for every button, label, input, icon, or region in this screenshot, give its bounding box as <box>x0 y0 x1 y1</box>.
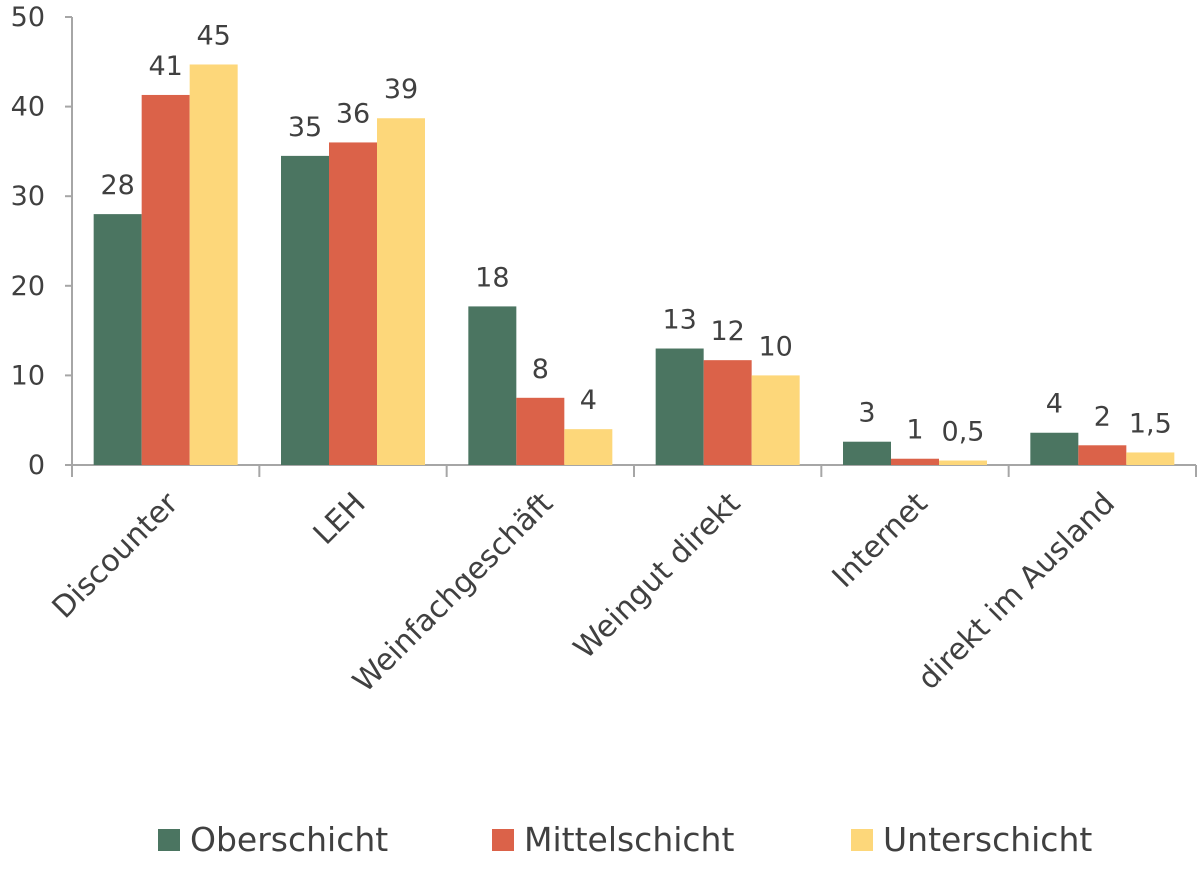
data-label: 2 <box>1094 401 1111 432</box>
legend-label: Mittelschicht <box>524 820 734 859</box>
bar-oberschicht <box>93 214 142 465</box>
data-label: 18 <box>475 262 509 293</box>
bar-mittelschicht <box>1078 445 1127 465</box>
y-tick-label: 40 <box>11 92 45 123</box>
bar-mittelschicht <box>516 397 565 465</box>
y-tick-label: 10 <box>11 360 45 391</box>
y-tick-label: 50 <box>11 2 45 33</box>
bar-unterschicht <box>377 118 425 466</box>
data-label: 0,5 <box>942 417 985 448</box>
category-label: Discounter <box>46 485 186 625</box>
legend-swatch <box>158 829 180 851</box>
bar-unterschicht <box>564 429 613 465</box>
data-label: 13 <box>662 305 696 336</box>
data-label: 41 <box>148 51 182 82</box>
legend-swatch <box>851 829 873 851</box>
bar-mittelschicht <box>891 458 939 465</box>
data-label: 45 <box>196 20 230 51</box>
legend-swatch <box>492 829 514 851</box>
legend: Oberschicht Mittelschicht Unterschicht <box>158 820 1092 859</box>
bar-mittelschicht <box>703 360 752 465</box>
data-label: 1 <box>906 415 923 446</box>
data-label: 28 <box>100 170 134 201</box>
data-label: 35 <box>288 112 322 143</box>
category-label: Weinfachgeschäft <box>346 486 560 700</box>
bar-unterschicht <box>189 64 238 465</box>
bar-oberschicht <box>843 441 891 465</box>
data-label: 12 <box>710 316 744 347</box>
bars <box>93 64 1175 466</box>
data-label: 3 <box>858 398 875 429</box>
category-label: direkt im Ausland <box>911 486 1122 697</box>
category-label: Internet <box>826 486 935 595</box>
category-label: Weingut direkt <box>567 486 747 666</box>
y-tick-label: 20 <box>11 271 45 302</box>
bar-oberschicht <box>1030 432 1079 465</box>
bar-unterschicht <box>1126 452 1175 465</box>
data-label: 36 <box>336 98 370 129</box>
bar-unterschicht <box>939 460 987 465</box>
data-label: 4 <box>580 385 597 416</box>
bar-oberschicht <box>655 348 704 465</box>
bar-unterschicht <box>751 375 800 465</box>
category-label: LEH <box>307 486 373 552</box>
y-tick-label: 30 <box>11 181 45 212</box>
data-label: 39 <box>384 74 418 105</box>
y-tick-label: 0 <box>28 450 45 481</box>
data-label: 8 <box>532 354 549 385</box>
legend-label: Unterschicht <box>883 820 1092 859</box>
data-label: 10 <box>758 331 792 362</box>
bar-mittelschicht <box>141 94 190 466</box>
data-label: 1,5 <box>1129 408 1172 439</box>
data-label: 4 <box>1046 389 1063 420</box>
legend-label: Oberschicht <box>190 820 388 859</box>
bar-mittelschicht <box>329 142 377 465</box>
bar-oberschicht <box>468 306 517 465</box>
bar-oberschicht <box>281 155 329 465</box>
